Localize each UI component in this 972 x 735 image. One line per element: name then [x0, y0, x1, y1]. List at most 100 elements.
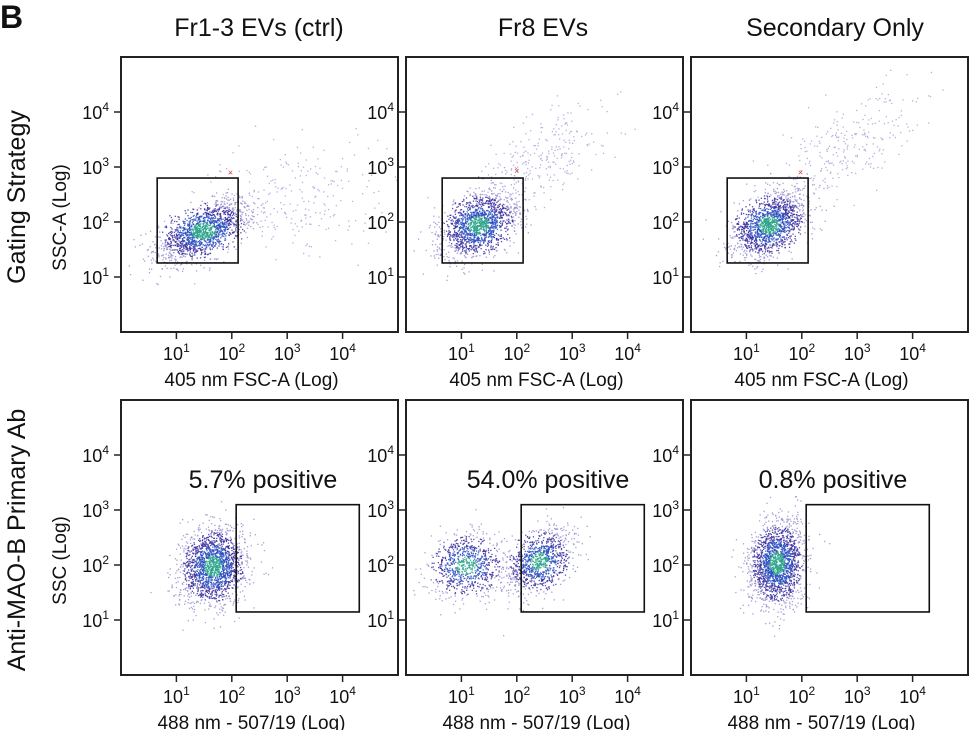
data-point — [436, 231, 437, 232]
data-point — [170, 268, 171, 269]
data-point — [781, 203, 782, 204]
data-point — [194, 215, 195, 216]
data-point — [199, 243, 200, 244]
data-point — [788, 251, 789, 252]
data-point — [462, 239, 463, 240]
data-point — [204, 260, 205, 261]
data-point — [220, 213, 221, 214]
data-point — [466, 204, 467, 205]
data-point — [511, 211, 512, 212]
data-point — [487, 225, 488, 226]
data-point — [309, 224, 310, 225]
data-point — [215, 229, 216, 230]
data-point — [569, 142, 570, 143]
data-point — [569, 161, 570, 162]
data-point — [166, 234, 167, 235]
data-point — [168, 246, 169, 247]
data-point — [221, 219, 222, 220]
data-point — [505, 231, 506, 232]
data-point — [777, 188, 778, 189]
data-point — [174, 258, 175, 259]
data-point — [519, 201, 520, 202]
data-point — [502, 191, 503, 192]
data-point — [219, 228, 220, 229]
data-point — [548, 151, 549, 152]
data-point — [784, 239, 785, 240]
data-point — [565, 123, 566, 124]
data-point — [571, 157, 572, 158]
data-point — [516, 206, 517, 207]
data-point — [148, 249, 149, 250]
data-point — [587, 145, 588, 146]
data-point — [483, 229, 484, 230]
data-point — [482, 209, 483, 210]
data-point — [285, 162, 286, 163]
data-point — [257, 214, 258, 215]
data-point — [794, 210, 795, 211]
data-point — [139, 245, 140, 246]
data-point — [500, 215, 501, 216]
data-point — [784, 194, 785, 195]
data-point — [450, 234, 451, 235]
data-point — [199, 240, 200, 241]
data-point — [308, 255, 309, 256]
data-point — [224, 201, 225, 202]
data-point — [500, 213, 501, 214]
data-point — [476, 196, 477, 197]
data-point — [518, 252, 519, 253]
data-point — [530, 154, 531, 155]
data-point — [481, 202, 482, 203]
data-point — [769, 259, 770, 260]
data-point — [493, 206, 494, 207]
data-point — [751, 256, 752, 257]
data-point — [799, 209, 800, 210]
data-point — [788, 243, 789, 244]
data-point — [764, 247, 765, 248]
data-point — [218, 222, 219, 223]
data-point — [199, 248, 200, 249]
data-point — [166, 227, 167, 228]
data-point — [188, 242, 189, 243]
data-point — [215, 217, 216, 218]
data-point — [513, 224, 514, 225]
data-point — [204, 219, 205, 220]
data-point — [450, 217, 451, 218]
data-point — [490, 212, 491, 213]
data-point — [544, 207, 545, 208]
data-point — [194, 283, 195, 284]
data-point — [482, 204, 483, 205]
data-point — [484, 214, 485, 215]
data-point — [448, 219, 449, 220]
data-point — [737, 247, 738, 248]
data-point — [453, 216, 454, 217]
data-point — [480, 225, 481, 226]
data-point — [757, 237, 758, 238]
data-point — [181, 264, 182, 265]
data-point — [558, 128, 559, 129]
data-point — [167, 243, 168, 244]
data-point — [785, 247, 786, 248]
data-point — [483, 251, 484, 252]
data-point — [317, 174, 318, 175]
data-point — [205, 254, 206, 255]
data-point — [777, 218, 778, 219]
data-point — [341, 166, 342, 167]
y-tick-label: 103 — [367, 155, 394, 178]
data-point — [476, 230, 477, 231]
data-point — [204, 232, 205, 233]
data-point — [467, 234, 468, 235]
data-point — [185, 210, 186, 211]
data-point — [740, 233, 741, 234]
data-point — [754, 185, 755, 186]
data-point — [535, 209, 536, 210]
data-point — [438, 254, 439, 255]
data-point — [165, 265, 166, 266]
data-point — [174, 232, 175, 233]
data-point — [184, 223, 185, 224]
data-point — [550, 177, 551, 178]
data-point — [562, 153, 563, 154]
data-point — [448, 257, 449, 258]
data-point — [769, 244, 770, 245]
data-point — [475, 200, 476, 201]
data-point — [183, 227, 184, 228]
